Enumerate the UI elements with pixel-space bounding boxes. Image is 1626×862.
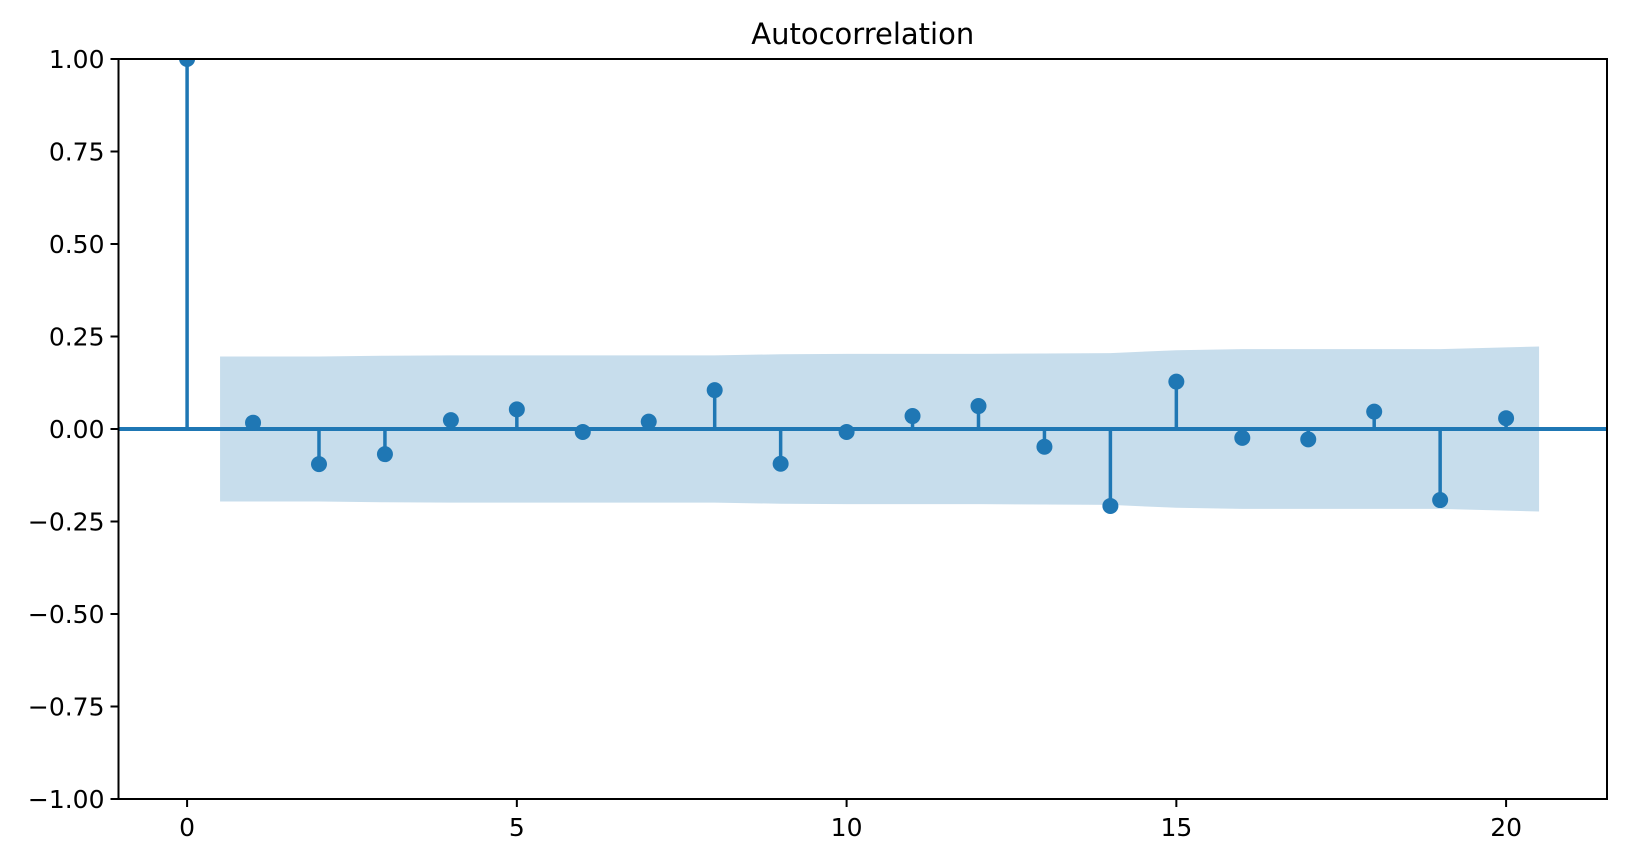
acf-point-lag-15 bbox=[1168, 373, 1185, 390]
acf-point-lag-14 bbox=[1102, 497, 1119, 514]
acf-point-lag-10 bbox=[838, 423, 855, 440]
acf-point-lag-0 bbox=[179, 59, 196, 67]
y-tick-label: 0.50 bbox=[49, 230, 105, 259]
acf-point-lag-4 bbox=[442, 412, 459, 429]
acf-point-lag-13 bbox=[1036, 438, 1053, 455]
acf-point-lag-3 bbox=[376, 446, 393, 463]
acf-point-lag-5 bbox=[508, 401, 525, 418]
y-tick-label: −1.00 bbox=[28, 785, 105, 814]
y-tick-label: 0.75 bbox=[49, 138, 105, 167]
acf-point-lag-12 bbox=[970, 398, 987, 415]
acf-point-lag-11 bbox=[904, 408, 921, 425]
y-tick-label: 0.25 bbox=[49, 323, 105, 352]
x-tick-label: 10 bbox=[831, 813, 863, 842]
y-tick-label: −0.50 bbox=[28, 600, 105, 629]
acf-point-lag-17 bbox=[1300, 431, 1317, 448]
acf-point-lag-18 bbox=[1366, 403, 1383, 420]
acf-point-lag-7 bbox=[640, 413, 657, 430]
chart-title: Autocorrelation bbox=[751, 17, 974, 51]
acf-point-lag-1 bbox=[245, 414, 262, 431]
acf-point-lag-8 bbox=[706, 382, 723, 399]
stem-series bbox=[179, 59, 1515, 514]
acf-point-lag-19 bbox=[1432, 492, 1449, 509]
y-tick-label: 0.00 bbox=[49, 415, 105, 444]
acf-point-lag-20 bbox=[1498, 410, 1515, 427]
y-tick-label: −0.25 bbox=[28, 508, 105, 537]
x-tick-label: 20 bbox=[1490, 813, 1522, 842]
acf-point-lag-16 bbox=[1234, 429, 1251, 446]
x-tick-label: 15 bbox=[1160, 813, 1192, 842]
x-tick-label: 0 bbox=[179, 813, 195, 842]
acf-point-lag-2 bbox=[310, 456, 327, 473]
acf-point-lag-9 bbox=[772, 455, 789, 472]
acf-point-lag-6 bbox=[574, 423, 591, 440]
y-tick-label: −0.75 bbox=[28, 693, 105, 722]
x-tick-label: 5 bbox=[509, 813, 525, 842]
y-tick-label: 1.00 bbox=[49, 45, 105, 74]
